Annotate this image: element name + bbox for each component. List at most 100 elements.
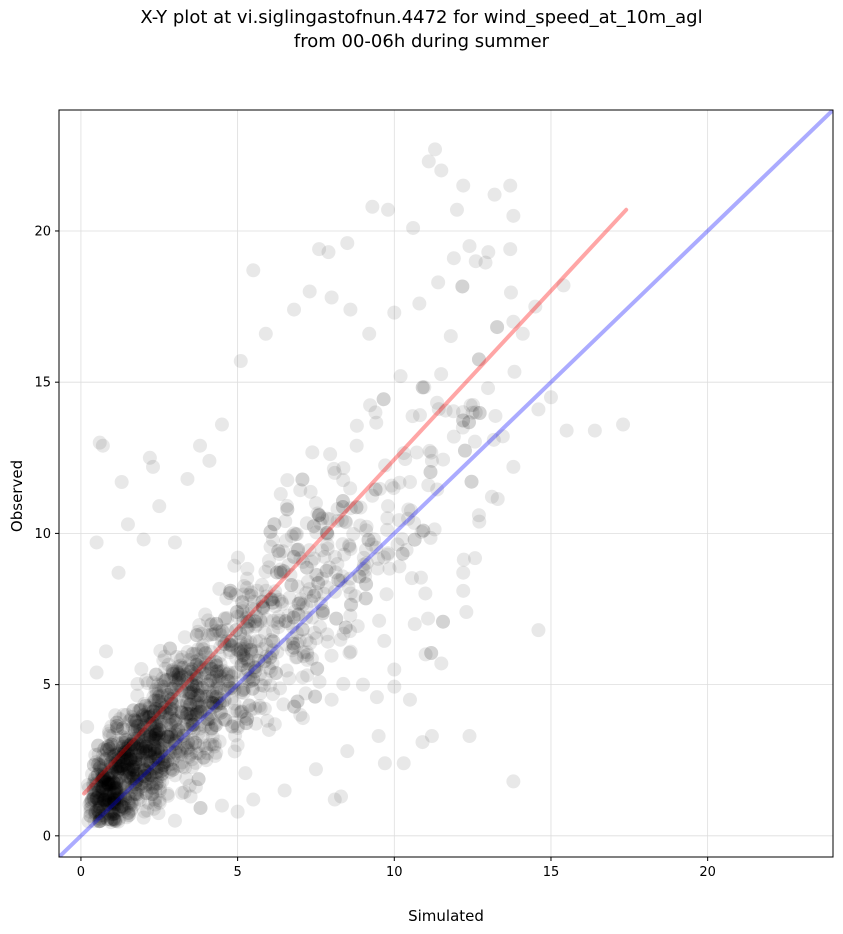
data-point-bulk-976 xyxy=(86,776,101,791)
data-point-bulk-1422 xyxy=(117,735,132,750)
data-point-70 xyxy=(362,326,377,341)
data-point-41 xyxy=(424,729,439,744)
data-point-bulk-762 xyxy=(370,561,385,576)
data-point-bulk-892 xyxy=(103,815,118,830)
data-point-bulk-958 xyxy=(116,707,131,722)
data-point-bulk-1686 xyxy=(103,755,118,770)
data-point-bulk-774 xyxy=(120,756,135,771)
y-tick-label-2: 10 xyxy=(34,527,51,542)
data-point-bulk-1293 xyxy=(108,785,123,800)
data-point-bulk-946 xyxy=(310,567,325,582)
data-point-bulk-713 xyxy=(163,701,178,716)
data-point-bulk-104 xyxy=(96,803,111,818)
data-point-bulk-1095 xyxy=(184,752,199,767)
data-point-bulk-1577 xyxy=(118,745,133,760)
data-point-bulk-902 xyxy=(507,364,522,379)
data-point-bulk-681 xyxy=(116,789,131,804)
data-point-bulk-12 xyxy=(96,792,111,807)
data-point-bulk-66 xyxy=(165,681,180,696)
data-point-bulk-811 xyxy=(353,518,368,533)
data-point-13 xyxy=(381,202,396,217)
data-point-bulk-1411 xyxy=(191,726,206,741)
data-point-bulk-394 xyxy=(93,811,108,826)
data-point-bulk-449 xyxy=(186,709,201,724)
data-point-14 xyxy=(406,220,421,235)
data-point-bulk-1418 xyxy=(109,783,124,798)
data-point-bulk-307 xyxy=(86,791,101,806)
data-point-bulk-1282 xyxy=(190,695,205,710)
data-point-bulk-933 xyxy=(146,724,161,739)
data-point-bulk-606 xyxy=(121,789,136,804)
data-point-38 xyxy=(456,565,471,580)
data-point-bulk-1255 xyxy=(221,667,236,682)
data-point-bulk-304 xyxy=(284,578,299,593)
data-point-bulk-977 xyxy=(382,561,397,576)
data-point-bulk-1237 xyxy=(155,688,170,703)
data-point-bulk-348 xyxy=(189,628,204,643)
data-point-bulk-1735 xyxy=(455,279,470,294)
data-point-bulk-1545 xyxy=(223,583,238,598)
data-point-bulk-1158 xyxy=(140,756,155,771)
data-point-bulk-1485 xyxy=(251,653,266,668)
data-point-bulk-564 xyxy=(133,737,148,752)
data-point-bulk-1457 xyxy=(189,675,204,690)
data-point-bulk-1189 xyxy=(88,783,103,798)
data-point-bulk-1713 xyxy=(312,508,327,523)
data-point-bulk-1315 xyxy=(148,797,163,812)
data-point-91 xyxy=(120,738,135,753)
data-point-bulk-1723 xyxy=(114,799,129,814)
data-point-bulk-1442 xyxy=(227,558,242,573)
data-point-bulk-708 xyxy=(303,593,318,608)
data-point-bulk-1635 xyxy=(180,735,195,750)
data-point-bulk-1183 xyxy=(310,506,325,521)
data-point-bulk-1302 xyxy=(130,688,145,703)
data-point-104 xyxy=(402,474,417,489)
data-point-bulk-581 xyxy=(122,765,137,780)
data-point-bulk-405 xyxy=(203,695,218,710)
data-point-bulk-1492 xyxy=(148,701,163,716)
data-point-bulk-883 xyxy=(177,785,192,800)
data-point-bulk-266 xyxy=(278,614,293,629)
data-point-bulk-1529 xyxy=(193,800,208,815)
data-point-bulk-1312 xyxy=(398,452,413,467)
data-point-bulk-1431 xyxy=(230,642,245,657)
data-point-bulk-424 xyxy=(338,620,353,635)
data-point-4 xyxy=(146,459,161,474)
data-point-bulk-9 xyxy=(143,729,158,744)
data-point-bulk-804 xyxy=(139,710,154,725)
data-point-bulk-1560 xyxy=(233,626,248,641)
data-point-bulk-1642 xyxy=(126,769,141,784)
data-point-bulk-1049 xyxy=(163,709,178,724)
data-point-bulk-236 xyxy=(118,741,133,756)
data-point-bulk-1325 xyxy=(155,702,170,717)
data-point-bulk-1323 xyxy=(235,604,250,619)
data-point-bulk-120 xyxy=(105,796,120,811)
data-point-bulk-1656 xyxy=(138,698,153,713)
data-point-bulk-1112 xyxy=(111,746,126,761)
data-point-bulk-609 xyxy=(108,790,123,805)
data-point-bulk-830 xyxy=(213,657,228,672)
data-point-bulk-1264 xyxy=(150,724,165,739)
data-point-bulk-504 xyxy=(200,746,215,761)
data-point-bulk-532 xyxy=(380,511,395,526)
data-point-bulk-771 xyxy=(198,666,213,681)
data-point-bulk-1622 xyxy=(165,762,180,777)
data-point-bulk-463 xyxy=(151,683,166,698)
data-point-bulk-1732 xyxy=(107,786,122,801)
data-point-bulk-1350 xyxy=(132,792,147,807)
data-point-bulk-1660 xyxy=(255,594,270,609)
data-point-bulk-1213 xyxy=(169,665,184,680)
data-point-bulk-954 xyxy=(205,689,220,704)
data-point-bulk-1 xyxy=(189,707,204,722)
data-point-bulk-470 xyxy=(107,804,122,819)
data-point-bulk-639 xyxy=(240,561,255,576)
data-point-bulk-553 xyxy=(203,617,218,632)
data-point-bulk-1239 xyxy=(108,814,123,829)
data-point-bulk-1044 xyxy=(295,670,310,685)
data-point-bulk-850 xyxy=(81,777,96,792)
data-point-bulk-123 xyxy=(159,754,174,769)
data-point-bulk-1071 xyxy=(225,719,240,734)
data-point-bulk-1074 xyxy=(103,770,118,785)
data-point-bulk-1080 xyxy=(265,592,280,607)
data-point-bulk-1343 xyxy=(122,765,137,780)
